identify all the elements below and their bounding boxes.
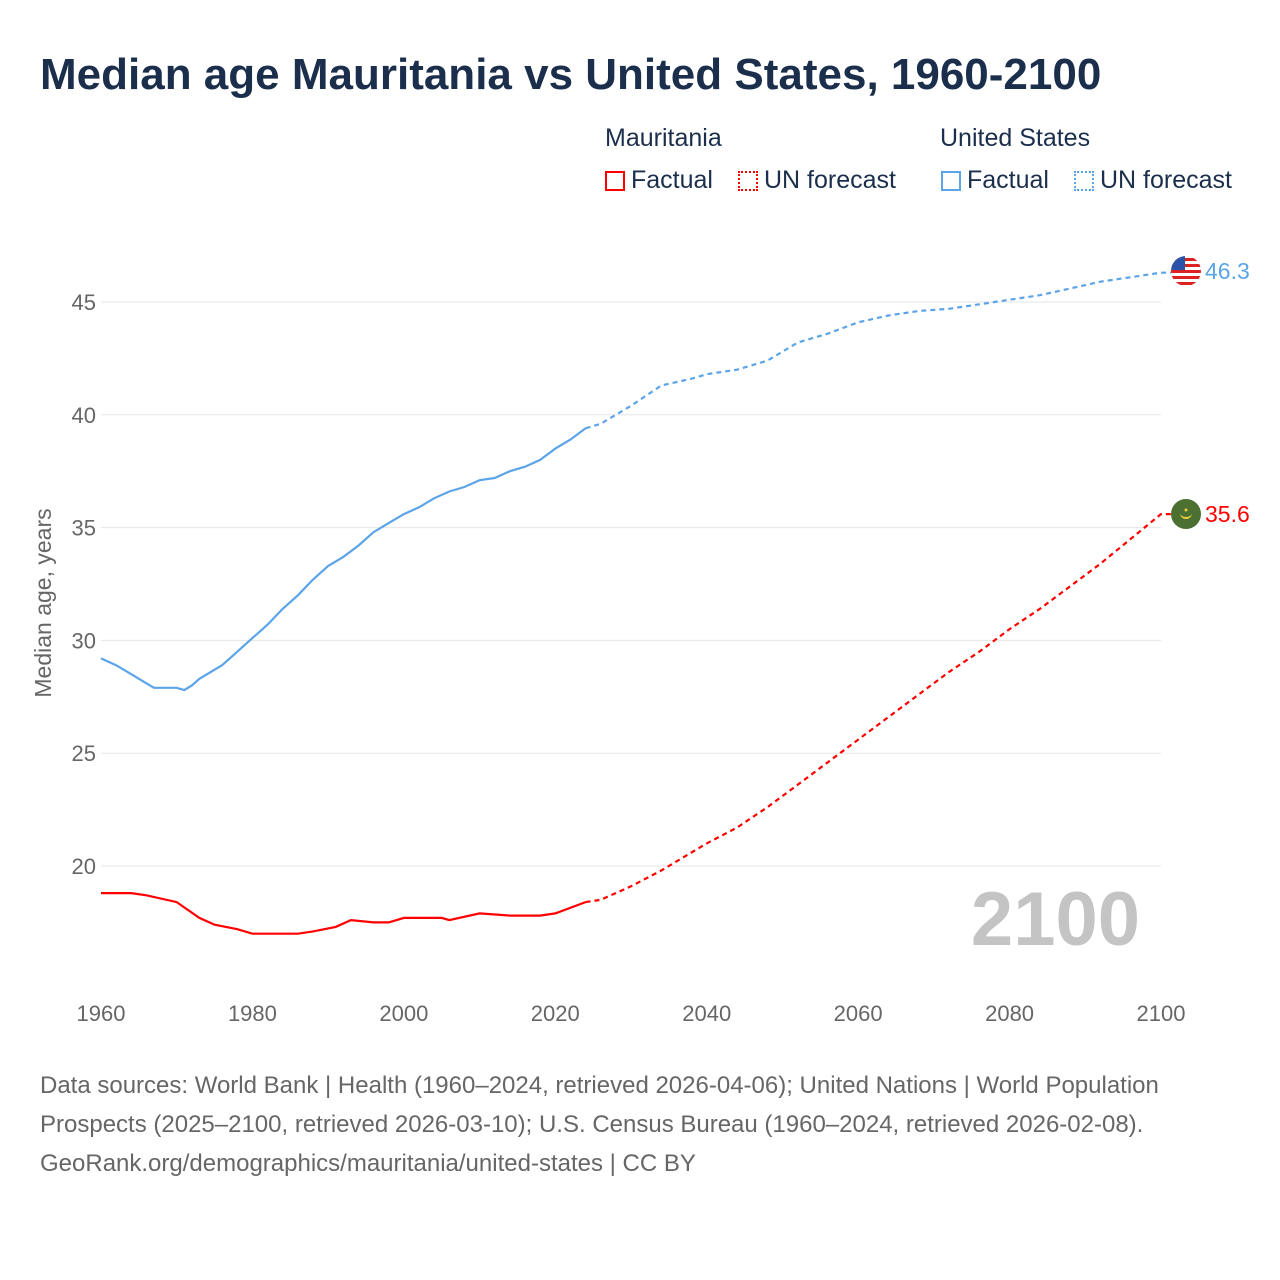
legend-label: UN forecast <box>764 166 896 194</box>
swatch-dotted-icon <box>738 170 758 191</box>
us-end-label: 46.3 <box>1205 258 1250 284</box>
us-forecast-line <box>585 271 1172 430</box>
x-tick-label: 1960 <box>77 1001 126 1026</box>
y-tick-label: 40 <box>72 403 96 428</box>
x-tick-label: 2040 <box>682 1001 731 1026</box>
swatch-solid-icon <box>605 170 625 191</box>
legend-title-us: United States <box>940 124 1091 152</box>
legend-us-forecast[interactable]: UN forecast <box>1074 166 1232 195</box>
credit-link[interactable]: GeoRank.org/demographics/mauritania/unit… <box>40 1150 696 1177</box>
legend-label: UN forecast <box>1100 166 1232 194</box>
x-tick-label: 2000 <box>379 1001 428 1026</box>
us-flag-icon <box>1171 256 1201 286</box>
x-tick-label: 2020 <box>531 1001 580 1026</box>
x-tick-label: 2100 <box>1137 1001 1186 1026</box>
y-tick-label: 45 <box>72 290 96 315</box>
swatch-solid-icon <box>941 170 961 191</box>
mauritania-flag-icon <box>1171 499 1201 529</box>
x-tick-label: 2080 <box>985 1001 1034 1026</box>
y-tick-label: 25 <box>72 741 96 766</box>
legend-mauritania-forecast[interactable]: UN forecast <box>738 166 896 195</box>
data-sources: Data sources: World Bank | Health (1960–… <box>40 1072 1159 1138</box>
legend-mauritania-factual[interactable]: Factual <box>605 166 713 195</box>
legend-title-mauritania: Mauritania <box>605 124 722 152</box>
footer: Data sources: World Bank | Health (1960–… <box>40 1066 1240 1183</box>
year-watermark: 2100 <box>971 877 1140 962</box>
mauritania-forecast-line <box>585 513 1172 904</box>
legend-label: Factual <box>967 166 1049 194</box>
us-factual-line <box>100 427 587 692</box>
y-tick-label: 35 <box>72 516 96 541</box>
y-tick-label: 30 <box>72 628 96 653</box>
legend-label: Factual <box>631 166 713 194</box>
x-tick-label: 1980 <box>228 1001 277 1026</box>
y-axis-label: Median age, years <box>30 508 56 697</box>
legend-us-factual[interactable]: Factual <box>941 166 1049 195</box>
mauritania-factual-line <box>101 892 586 935</box>
x-tick-label: 2060 <box>834 1001 883 1026</box>
y-tick-label: 20 <box>72 854 96 879</box>
mauritania-end-label: 35.6 <box>1205 501 1250 527</box>
plot-area: 20 25 30 35 40 45 1960 1980 2000 2020 2040 2060 2080… <box>30 256 1250 1026</box>
swatch-dotted-icon <box>1074 170 1094 191</box>
chart-title: Median age Mauritania vs United States, … <box>40 50 1102 99</box>
